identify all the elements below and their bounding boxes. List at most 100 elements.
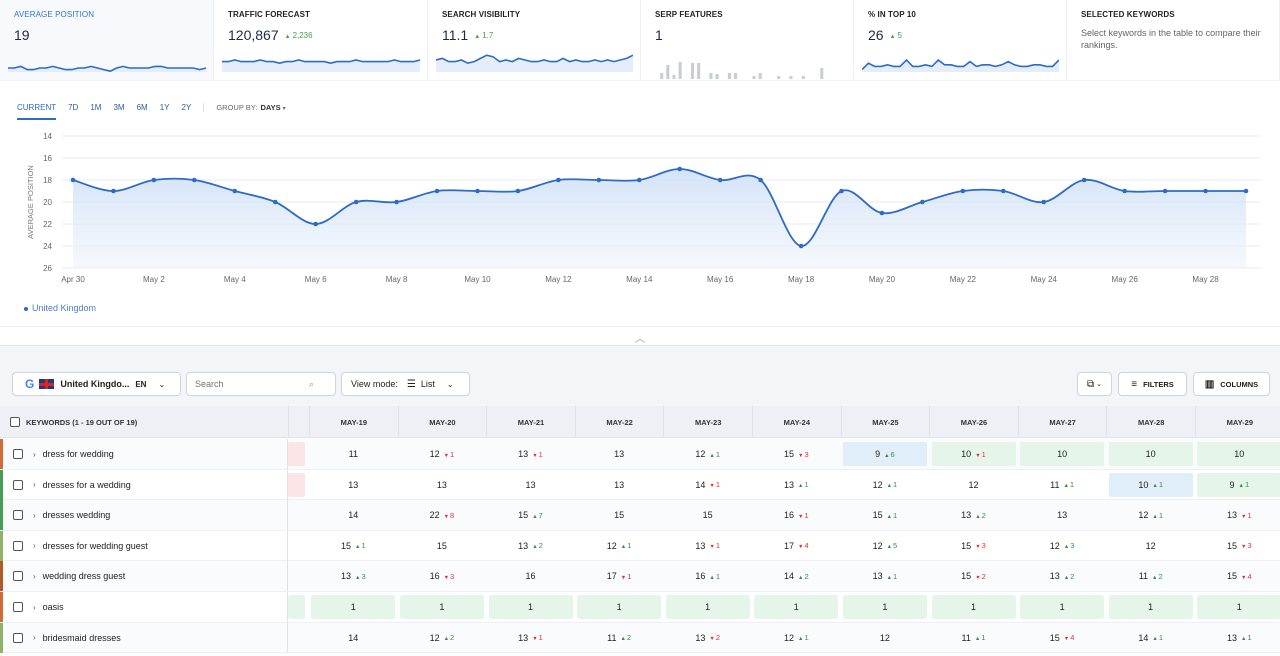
position-cell[interactable]: 1 bbox=[1197, 595, 1280, 619]
position-cell[interactable]: 1 bbox=[1108, 595, 1193, 619]
position-cell[interactable]: 1 bbox=[1020, 595, 1105, 619]
position-cell[interactable]: 12 bbox=[1109, 534, 1193, 558]
position-cell[interactable]: 112 bbox=[1109, 564, 1193, 588]
data-point[interactable] bbox=[1001, 188, 1006, 194]
position-cell[interactable]: 153 bbox=[932, 534, 1016, 558]
data-point[interactable] bbox=[1203, 188, 1208, 194]
position-cell[interactable]: 1 bbox=[577, 595, 662, 619]
position-cell[interactable]: 1 bbox=[488, 595, 573, 619]
kpi-card-0[interactable]: AVERAGE POSITION 19 bbox=[0, 0, 214, 80]
date-column-header[interactable]: MAY-24 bbox=[752, 406, 841, 438]
data-point[interactable] bbox=[839, 188, 844, 194]
date-column-header[interactable]: MAY-23 bbox=[663, 406, 752, 438]
data-point[interactable] bbox=[798, 243, 804, 249]
date-column-header[interactable]: MAY-26 bbox=[929, 406, 1018, 438]
position-cell[interactable]: 15 bbox=[666, 503, 750, 527]
data-point[interactable] bbox=[515, 188, 521, 194]
position-cell[interactable]: 1 bbox=[754, 595, 839, 619]
position-cell[interactable]: 1 bbox=[665, 595, 750, 619]
position-cell[interactable]: 157 bbox=[489, 503, 573, 527]
position-cell[interactable]: 101 bbox=[931, 442, 1016, 466]
expand-row-icon[interactable]: › bbox=[33, 602, 36, 612]
kpi-card-1[interactable]: TRAFFIC FORECAST 120,867 2,236 bbox=[214, 0, 428, 80]
position-cell[interactable]: 1 bbox=[399, 595, 484, 619]
position-cell[interactable]: 141 bbox=[1109, 626, 1193, 650]
position-cell[interactable]: 17 1 bbox=[577, 564, 661, 588]
select-all-checkbox[interactable] bbox=[10, 417, 20, 427]
data-point[interactable] bbox=[960, 188, 966, 194]
period-2y[interactable]: 2Y bbox=[181, 103, 192, 112]
copy-button[interactable]: ⧉ ⌄ bbox=[1077, 372, 1112, 396]
position-cell[interactable]: 15 bbox=[400, 534, 484, 558]
keywords-column-header[interactable]: KEYWORDS (1 - 19 OUT OF 19) bbox=[0, 406, 288, 438]
data-point[interactable] bbox=[596, 177, 602, 183]
row-checkbox[interactable] bbox=[13, 479, 23, 490]
keyword-cell[interactable]: › dresses wedding bbox=[0, 500, 288, 531]
position-cell[interactable]: 131 bbox=[754, 473, 838, 497]
row-checkbox[interactable] bbox=[13, 632, 23, 643]
kpi-card-5[interactable]: SELECTED KEYWORDS Select keywords in the … bbox=[1067, 0, 1280, 80]
position-cell[interactable]: 131 bbox=[843, 564, 927, 588]
date-column-header[interactable]: MAY-21 bbox=[486, 406, 575, 438]
position-cell[interactable]: 1 bbox=[311, 595, 396, 619]
data-point[interactable] bbox=[353, 199, 359, 205]
position-cell[interactable]: 131 bbox=[489, 442, 573, 466]
position-cell[interactable]: 13 bbox=[577, 473, 661, 497]
position-cell[interactable]: 131 bbox=[1197, 503, 1280, 527]
expand-row-icon[interactable]: › bbox=[33, 480, 36, 490]
search-input[interactable] bbox=[187, 379, 307, 389]
row-checkbox[interactable] bbox=[13, 571, 23, 582]
position-cell[interactable]: 131 bbox=[666, 534, 750, 558]
position-cell[interactable]: 121 bbox=[666, 442, 750, 466]
collapse-chart-button[interactable]: ︿ bbox=[0, 326, 1280, 345]
expand-row-icon[interactable]: › bbox=[33, 449, 36, 459]
data-point[interactable] bbox=[434, 188, 440, 194]
keyword-cell[interactable]: › dress for wedding bbox=[0, 439, 288, 469]
data-point[interactable] bbox=[272, 199, 278, 205]
group-by-selector[interactable]: GROUP BY: DAYS ▾ bbox=[203, 103, 286, 112]
view-mode-selector[interactable]: View mode: ☰ List ⌄ bbox=[341, 372, 470, 396]
data-point[interactable] bbox=[475, 188, 480, 194]
columns-button[interactable]: ▥ COLUMNS bbox=[1193, 372, 1270, 396]
data-point[interactable] bbox=[1162, 188, 1168, 194]
expand-row-icon[interactable]: › bbox=[33, 541, 36, 551]
position-cell[interactable]: 15 1 bbox=[843, 503, 927, 527]
position-cell[interactable]: 91 bbox=[1197, 472, 1280, 497]
position-cell[interactable]: 131 bbox=[489, 626, 573, 650]
position-cell[interactable]: 13 bbox=[311, 473, 395, 497]
position-cell[interactable]: 101 bbox=[1108, 472, 1193, 497]
position-cell[interactable]: 121 bbox=[1109, 503, 1193, 527]
position-cell[interactable]: 111 bbox=[932, 626, 1016, 650]
position-cell[interactable]: 112 bbox=[577, 626, 661, 650]
filters-button[interactable]: ≡ FILTERS bbox=[1118, 372, 1187, 396]
data-point[interactable] bbox=[70, 177, 76, 183]
keyword-cell[interactable]: › oasis bbox=[0, 592, 288, 622]
position-cell[interactable]: 13 bbox=[577, 442, 661, 466]
date-column-header[interactable]: MAY-28 bbox=[1106, 406, 1195, 438]
position-cell[interactable]: 11 bbox=[311, 442, 395, 466]
keyword-cell[interactable]: › dresses for a wedding bbox=[0, 469, 288, 500]
position-cell[interactable]: 10 bbox=[1108, 442, 1193, 466]
position-cell[interactable]: 17 4 bbox=[754, 534, 838, 558]
kpi-card-3[interactable]: SERP FEATURES 1 bbox=[641, 0, 854, 80]
expand-row-icon[interactable]: › bbox=[33, 571, 36, 581]
position-cell[interactable]: 12 3 bbox=[1020, 534, 1104, 558]
data-point[interactable] bbox=[879, 210, 885, 216]
position-cell[interactable]: 10 bbox=[1197, 442, 1280, 466]
position-cell[interactable]: 15 4 bbox=[1197, 564, 1280, 588]
position-cell[interactable]: 14 bbox=[311, 503, 395, 527]
position-cell[interactable]: 12 bbox=[932, 473, 1016, 497]
position-cell[interactable]: 13 bbox=[489, 473, 573, 497]
data-point[interactable] bbox=[556, 177, 561, 183]
position-cell[interactable]: 16 3 bbox=[400, 564, 484, 588]
position-cell[interactable]: 13 bbox=[1020, 503, 1104, 527]
data-point[interactable] bbox=[758, 177, 763, 183]
position-cell[interactable]: 161 bbox=[666, 564, 750, 588]
kpi-card-2[interactable]: SEARCH VISIBILITY 11.1 1.7 bbox=[428, 0, 641, 80]
position-cell[interactable]: 14 2 bbox=[754, 564, 838, 588]
period-6m[interactable]: 6M bbox=[136, 103, 148, 112]
position-cell[interactable]: 1 bbox=[931, 595, 1016, 619]
data-point[interactable] bbox=[1041, 199, 1047, 205]
position-cell[interactable]: 153 bbox=[754, 442, 838, 466]
position-cell[interactable]: 141 bbox=[666, 473, 750, 497]
